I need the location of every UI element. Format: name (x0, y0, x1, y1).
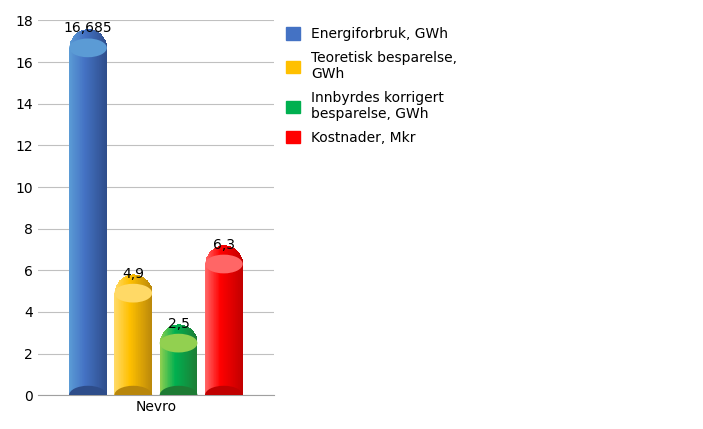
Text: 2,5: 2,5 (167, 317, 190, 331)
Text: 4,9: 4,9 (122, 267, 144, 281)
Ellipse shape (205, 255, 243, 273)
Ellipse shape (115, 284, 152, 302)
Ellipse shape (69, 386, 107, 405)
Text: 6,3: 6,3 (213, 238, 235, 251)
Ellipse shape (69, 39, 107, 57)
Ellipse shape (160, 386, 198, 405)
Ellipse shape (160, 334, 198, 353)
Legend: Energiforbruk, GWh, Teoretisk besparelse,
GWh, Innbyrdes korrigert
besparelse, G: Energiforbruk, GWh, Teoretisk besparelse… (286, 27, 457, 145)
Ellipse shape (205, 386, 243, 405)
Ellipse shape (115, 386, 152, 405)
Text: 16,685: 16,685 (64, 21, 112, 35)
